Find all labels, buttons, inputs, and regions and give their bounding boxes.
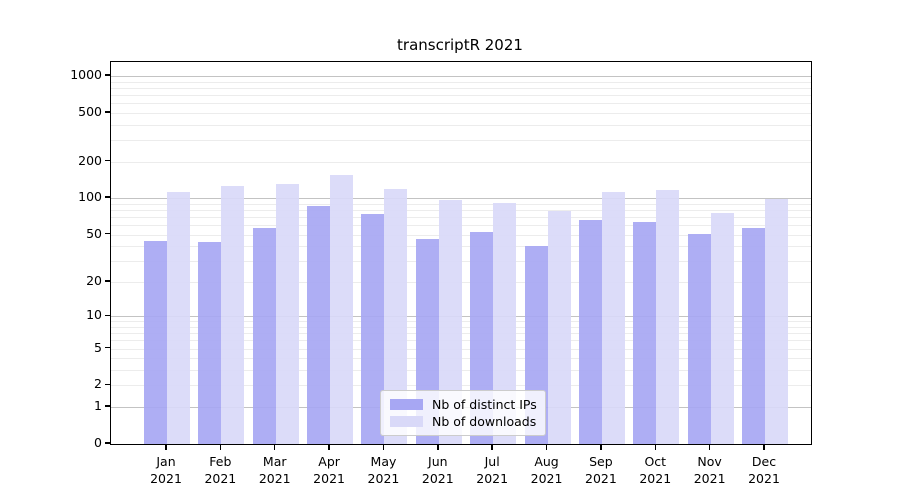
legend-row-distinct-ips: Nb of distinct IPs	[390, 396, 545, 413]
y-tick-label: 200	[78, 152, 102, 168]
x-tick	[165, 444, 167, 450]
x-tick-label: Jun 2021	[410, 453, 466, 487]
x-tick-label: Aug 2021	[519, 453, 575, 487]
x-tick-year-label: 2021	[367, 471, 400, 486]
y-gridline-minor	[111, 140, 811, 141]
bar-downloads-apr	[330, 175, 354, 444]
x-tick-label: Nov 2021	[682, 453, 738, 487]
bar-downloads-jan	[167, 191, 190, 444]
x-tick-label: May 2021	[355, 453, 411, 487]
y-tick	[105, 383, 110, 386]
bar-downloads-jul	[493, 203, 517, 444]
y-tick	[105, 232, 110, 235]
bar-distinct-ips-oct	[633, 222, 657, 444]
bar-distinct-ips-feb	[198, 242, 222, 444]
y-gridline-minor	[111, 94, 811, 96]
y-tick	[105, 405, 110, 407]
bar-downloads-may	[384, 188, 408, 444]
bar-downloads-mar	[275, 184, 299, 444]
bar-downloads-aug	[547, 210, 571, 444]
bar-distinct-ips-apr	[307, 206, 331, 444]
x-tick	[491, 444, 493, 450]
x-tick-year-label: 2021	[693, 471, 726, 486]
bar-distinct-ips-sep	[578, 220, 602, 444]
x-tick	[328, 444, 330, 450]
bar-downloads-nov	[710, 213, 734, 444]
x-tick-year-label: 2021	[258, 471, 291, 486]
y-gridline-minor	[111, 87, 811, 89]
x-tick-year-label: 2021	[421, 471, 454, 486]
x-tick-year-label: 2021	[748, 471, 780, 486]
x-tick-label: Feb 2021	[192, 453, 248, 487]
x-tick-label: Sep 2021	[573, 453, 629, 487]
bar-downloads-oct	[656, 190, 680, 444]
y-tick-label: 500	[78, 103, 102, 119]
x-tick-label: Jul 2021	[464, 453, 520, 487]
x-tick-year-label: 2021	[204, 471, 237, 486]
x-tick-year-label: 2021	[639, 471, 672, 486]
bar-distinct-ips-nov	[687, 233, 711, 444]
x-tick-label: Mar 2021	[247, 453, 303, 487]
y-tick	[105, 74, 110, 76]
bar-distinct-ips-mar	[252, 227, 276, 444]
y-tick	[105, 111, 110, 113]
y-tick-label: 1000	[70, 67, 102, 82]
x-tick-year-label: 2021	[313, 471, 345, 486]
bar-distinct-ips-may	[361, 214, 385, 444]
x-tick-label: Oct 2021	[627, 453, 683, 487]
x-tick	[382, 444, 385, 450]
bar-downloads-dec	[765, 199, 788, 444]
y-tick-label: 1	[94, 398, 102, 414]
distinct-ips-swatch	[390, 399, 423, 410]
x-tick-year-label: 2021	[585, 471, 617, 486]
x-tick	[545, 444, 548, 450]
legend-row-downloads: Nb of downloads	[390, 413, 545, 430]
y-tick-label: 100	[78, 189, 102, 205]
downloads-swatch	[390, 416, 423, 427]
x-tick-year-label: 2021	[530, 471, 563, 486]
y-tick	[105, 442, 110, 444]
bar-downloads-sep	[601, 191, 625, 444]
bar-distinct-ips-dec	[742, 227, 765, 444]
y-gridline-major	[111, 76, 811, 77]
y-tick-label: 0	[94, 435, 102, 450]
chart-title: transcriptR 2021	[397, 36, 523, 54]
y-gridline-minor	[111, 81, 811, 83]
bar-distinct-ips-jan	[144, 241, 167, 444]
y-gridline-major	[111, 198, 811, 200]
y-tick-label: 50	[86, 225, 102, 241]
y-tick	[105, 346, 110, 349]
x-tick-label: Apr 2021	[301, 453, 357, 487]
y-tick-label: 20	[86, 272, 102, 288]
y-gridline-minor	[111, 112, 811, 114]
y-tick	[105, 159, 110, 162]
x-tick	[763, 444, 765, 450]
x-tick	[219, 444, 222, 450]
y-tick-label: 10	[86, 307, 102, 323]
x-tick-year-label: 2021	[150, 471, 182, 486]
y-tick	[105, 196, 110, 198]
x-tick	[654, 444, 657, 450]
legend-label-downloads: Nb of downloads	[432, 414, 537, 429]
bar-downloads-feb	[221, 186, 245, 444]
x-tick-label: Jan 2021	[138, 453, 194, 487]
bar-downloads-jun	[438, 200, 462, 444]
x-tick	[437, 444, 439, 450]
x-tick	[273, 444, 276, 450]
x-tick	[708, 444, 711, 450]
plot-area	[110, 61, 812, 445]
legend-label-distinct-ips: Nb of distinct IPs	[432, 397, 537, 412]
legend: Nb of distinct IPs Nb of downloads	[380, 390, 546, 436]
y-tick-label: 5	[94, 339, 102, 355]
y-gridline-minor	[111, 124, 811, 126]
y-gridline-minor	[111, 103, 811, 105]
x-tick	[600, 444, 602, 450]
x-tick-year-label: 2021	[476, 471, 509, 486]
x-tick-label: Dec 2021	[736, 453, 792, 487]
y-gridline-minor	[111, 161, 811, 163]
y-tick	[105, 280, 110, 282]
y-tick	[105, 314, 110, 317]
y-tick-label: 2	[94, 376, 102, 392]
